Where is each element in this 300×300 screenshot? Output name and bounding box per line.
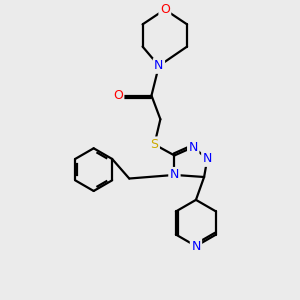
Text: N: N xyxy=(154,59,164,72)
Text: N: N xyxy=(202,152,212,165)
Text: S: S xyxy=(150,138,158,151)
Text: O: O xyxy=(160,3,170,16)
Text: N: N xyxy=(170,168,179,182)
Text: O: O xyxy=(113,89,123,102)
Text: N: N xyxy=(188,141,198,154)
Text: N: N xyxy=(191,240,201,253)
